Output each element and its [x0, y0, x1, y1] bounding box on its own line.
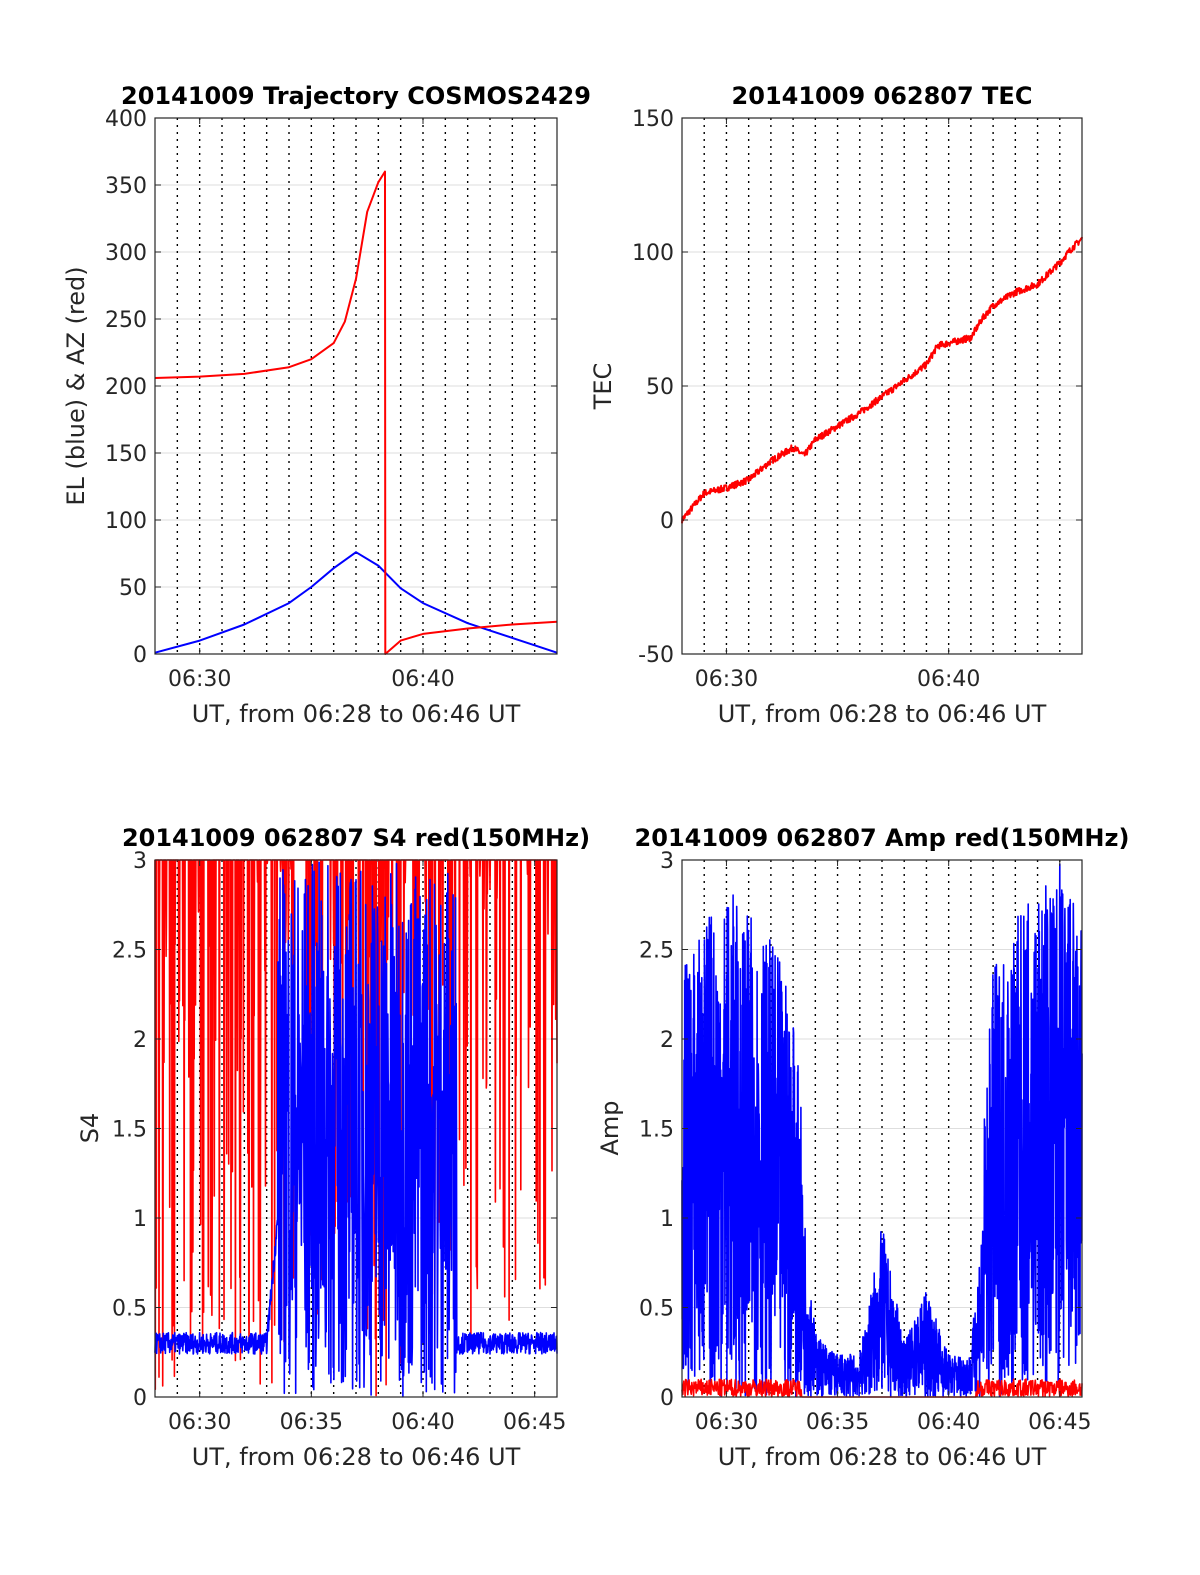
ytick-label: 1.5: [112, 1118, 147, 1143]
ylabel-amp: Amp: [596, 1100, 624, 1155]
ytick-label: 1.5: [639, 1118, 674, 1143]
ytick-label: 0.5: [639, 1297, 674, 1322]
ytick-label: 0: [660, 509, 674, 534]
ytick-label: 3: [133, 849, 147, 874]
panel-tec: -50 0 50 100 150 06:30 06:40 20141009 062807 T…: [589, 82, 1083, 728]
panel-amp: 0 0.5 1 1.5 2 2.5 3 06:30 06:35 06:40 06:45 201410…: [596, 824, 1129, 1471]
ticks-tec: -50 0 50 100 150 06:30 06:40: [632, 107, 1082, 692]
ytick-label: 150: [105, 442, 147, 467]
title-amp: 20141009 062807 Amp red(150MHz): [635, 824, 1130, 852]
xtick-label: 06:40: [917, 667, 980, 692]
xlabel-amp: UT, from 06:28 to 06:46 UT: [718, 1443, 1047, 1471]
xtick-label: 06:35: [280, 1410, 343, 1435]
ytick-label: 1: [133, 1207, 147, 1232]
xtick-label: 06:30: [695, 1410, 758, 1435]
ytick-label: -50: [638, 643, 674, 668]
ytick-label: 2: [660, 1028, 674, 1053]
series-tec: [681, 236, 1083, 524]
ticks-s4: 0 0.5 1 1.5 2 2.5 3 06:30 06:35 06:40 06:45: [112, 849, 566, 1435]
series-s4-400mhz: [154, 861, 558, 1398]
xtick-label: 06:30: [695, 667, 758, 692]
ytick-label: 350: [105, 174, 147, 199]
ytick-label: 100: [105, 509, 147, 534]
xtick-label: 06:40: [917, 1410, 980, 1435]
panel-trajectory: 0 50 100 150 200 250 300 350 400 06:30 06:40 20141…: [62, 82, 591, 728]
ytick-label: 0: [660, 1386, 674, 1411]
xtick-label: 06:30: [168, 1410, 231, 1435]
ytick-label: 400: [105, 107, 147, 132]
ytick-label: 0: [133, 1386, 147, 1411]
ytick-label: 250: [105, 308, 147, 333]
xtick-label: 06:30: [168, 667, 231, 692]
title-s4: 20141009 062807 S4 red(150MHz): [122, 824, 590, 852]
ylabel-s4: S4: [76, 1113, 104, 1144]
ytick-label: 50: [646, 375, 674, 400]
ytick-label: 2.5: [639, 939, 674, 964]
series-amp-400mhz: [681, 863, 1083, 1398]
series-az: [154, 170, 558, 655]
ytick-label: 0: [133, 643, 147, 668]
ylabel-trajectory: EL (blue) & AZ (red): [62, 266, 90, 505]
panel-s4: 0 0.5 1 1.5 2 2.5 3 06:30 06:35 06:40 06:45 201410…: [76, 824, 590, 1471]
xtick-label: 06:35: [806, 1410, 869, 1435]
ytick-label: 0.5: [112, 1297, 147, 1322]
ytick-label: 200: [105, 375, 147, 400]
ytick-label: 50: [119, 576, 147, 601]
title-trajectory: 20141009 Trajectory COSMOS2429: [121, 82, 591, 110]
xtick-label: 06:45: [503, 1410, 566, 1435]
series-el: [154, 551, 558, 654]
xlabel-tec: UT, from 06:28 to 06:46 UT: [718, 700, 1047, 728]
xtick-label: 06:40: [391, 667, 454, 692]
ytick-label: 300: [105, 241, 147, 266]
xtick-label: 06:45: [1028, 1410, 1091, 1435]
ytick-label: 2.5: [112, 939, 147, 964]
xlabel-s4: UT, from 06:28 to 06:46 UT: [192, 1443, 521, 1471]
ytick-label: 100: [632, 241, 674, 266]
plot-tec: [681, 236, 1083, 524]
ytick-label: 150: [632, 107, 674, 132]
plot-trajectory: [154, 170, 558, 655]
ticks-amp: 0 0.5 1 1.5 2 2.5 3 06:30 06:35 06:40 06:45: [639, 849, 1091, 1435]
xlabel-trajectory: UT, from 06:28 to 06:46 UT: [192, 700, 521, 728]
xtick-label: 06:40: [391, 1410, 454, 1435]
ytick-label: 2: [133, 1028, 147, 1053]
ytick-label: 1: [660, 1207, 674, 1232]
ylabel-tec: TEC: [589, 363, 617, 411]
ticks-trajectory: 0 50 100 150 200 250 300 350 400 06:30 06:40: [105, 107, 557, 692]
ytick-label: 3: [660, 849, 674, 874]
title-tec: 20141009 062807 TEC: [732, 82, 1033, 110]
